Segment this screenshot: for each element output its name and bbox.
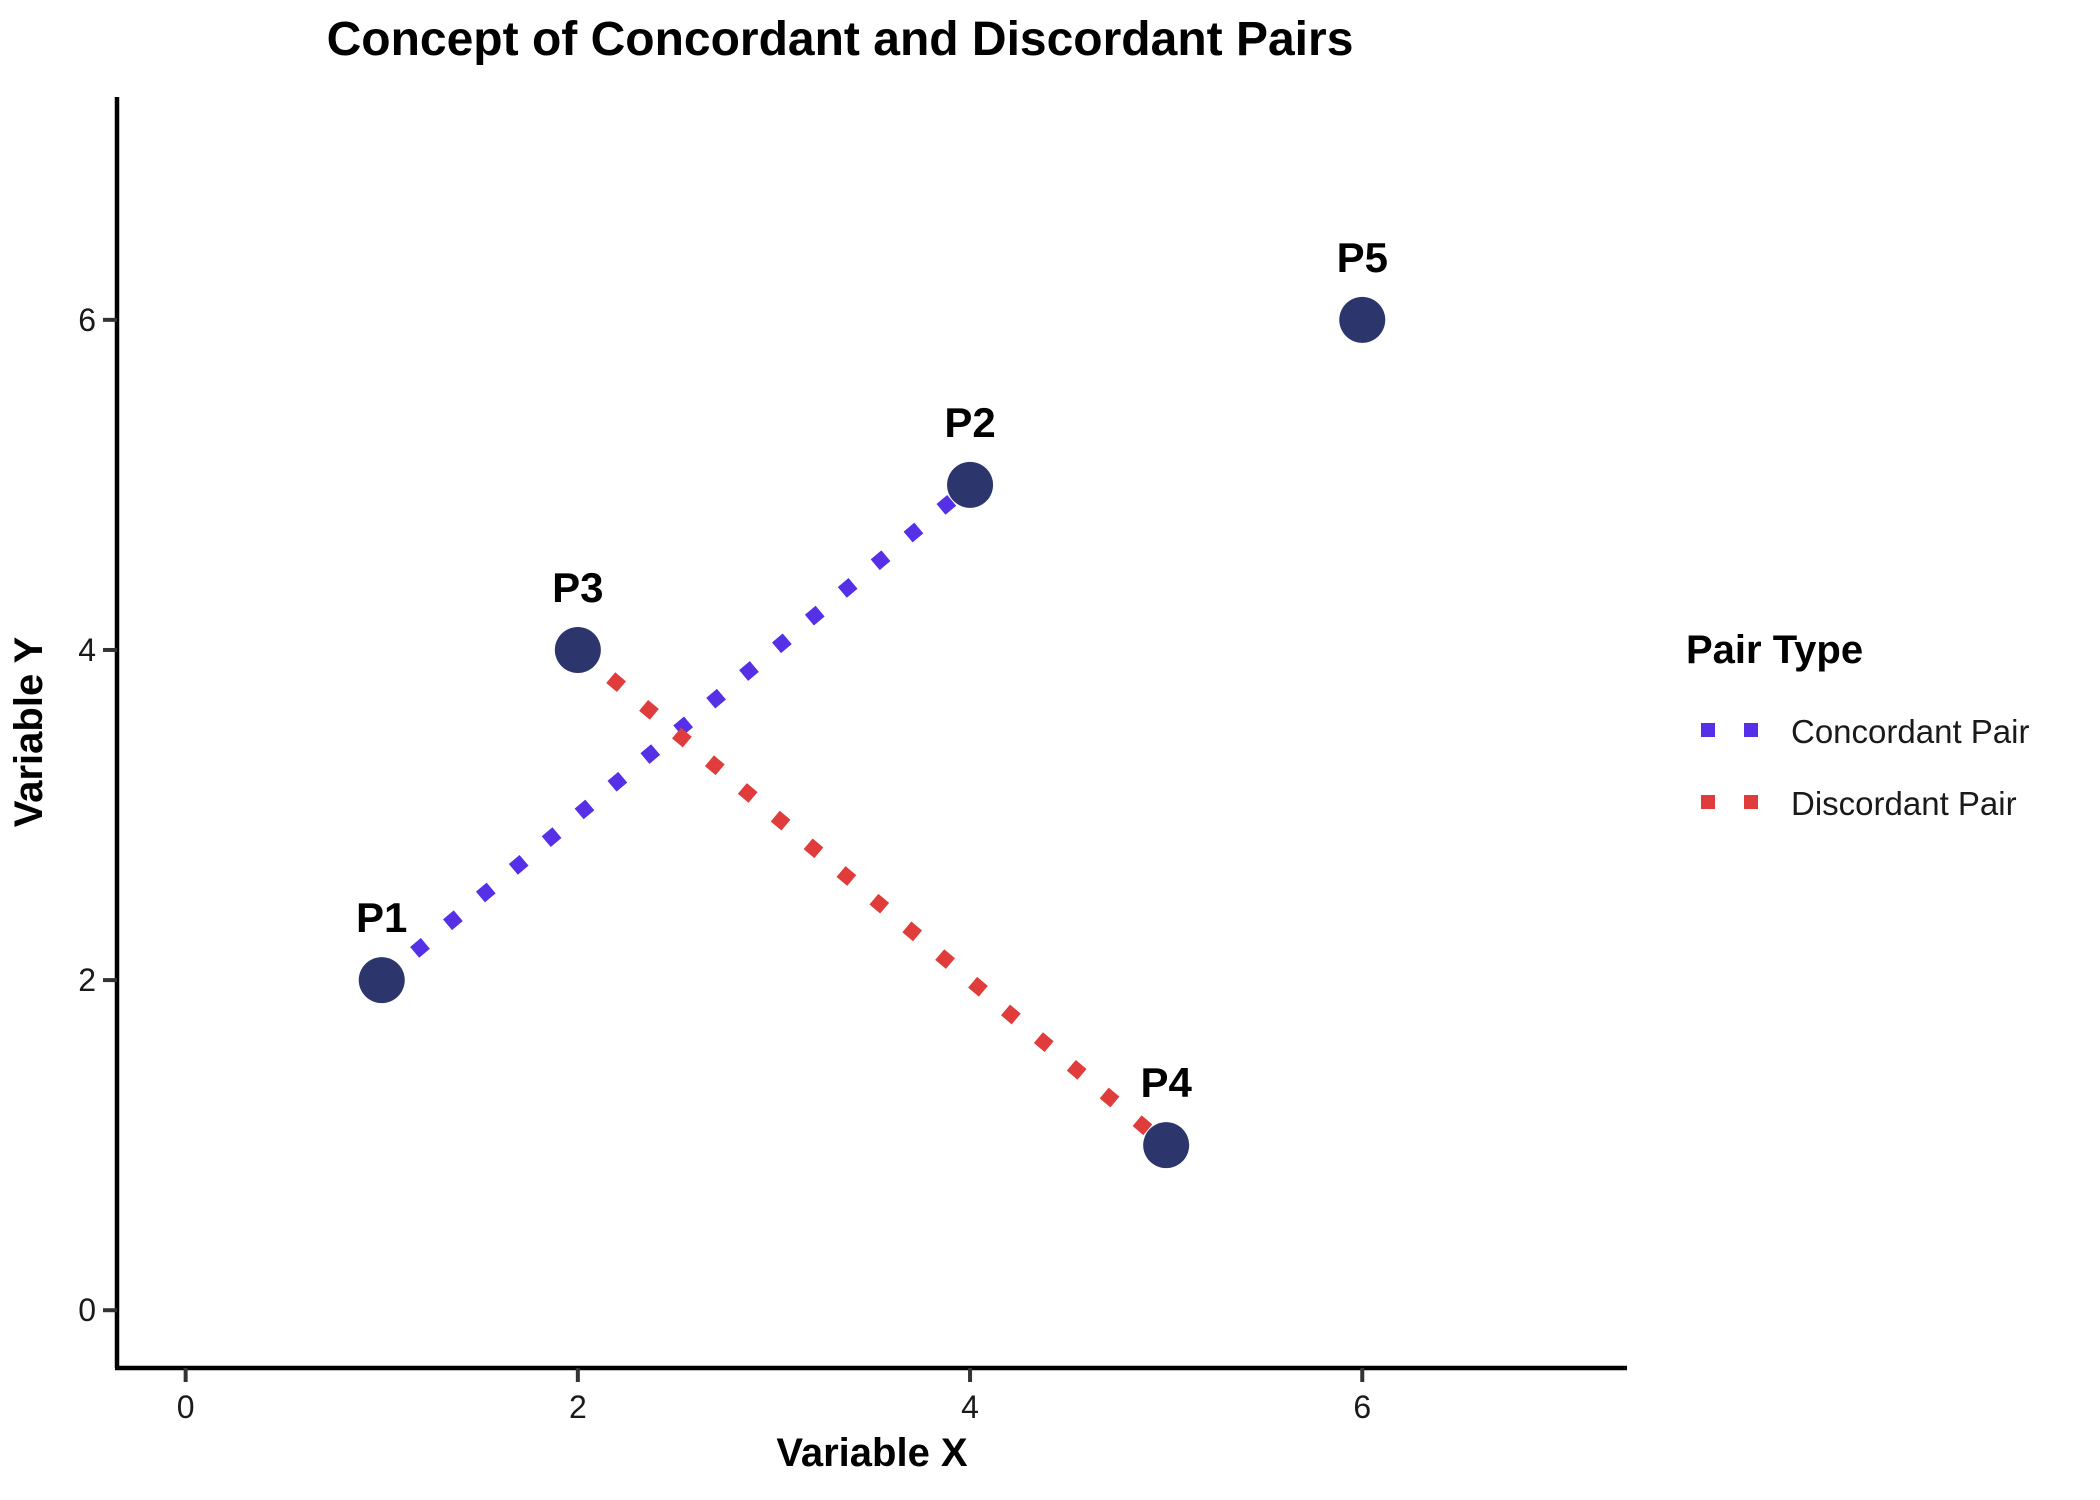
y-axis-ticks: 0 2 4 6 (78, 302, 117, 1328)
x-tick-label: 6 (1353, 1389, 1371, 1425)
y-tick-label: 6 (78, 302, 96, 338)
x-tick-label: 4 (961, 1389, 979, 1425)
discordant-key-dot-icon (1701, 795, 1715, 809)
data-point-P4 (1143, 1122, 1190, 1169)
y-axis: 0 2 4 6 Variable Y (7, 97, 120, 1368)
x-tick-label: 2 (569, 1389, 587, 1425)
data-point-P5 (1339, 296, 1386, 343)
legend-label-concordant: Concordant Pair (1791, 713, 2029, 750)
point-label-P1: P1 (356, 894, 407, 941)
pair-segments (377, 479, 1171, 1151)
data-point-P3 (554, 626, 601, 673)
data-point-P1 (358, 957, 405, 1004)
discordant-key-dot-icon (1744, 795, 1758, 809)
concordant-key-dot-icon (1744, 723, 1758, 737)
y-tick-label: 0 (78, 1292, 96, 1328)
x-tick-label: 0 (177, 1389, 195, 1425)
x-axis-title: Variable X (776, 1431, 968, 1475)
y-tick-label: 4 (78, 632, 96, 668)
point-label-P2: P2 (944, 399, 995, 446)
point-label-P5: P5 (1337, 234, 1388, 281)
x-axis: 0 2 4 6 Variable X (115, 1365, 1627, 1475)
data-point-P2 (947, 461, 994, 508)
y-tick-label: 2 (78, 962, 96, 998)
point-labels: P1 P2 P3 P4 P5 (356, 234, 1388, 1106)
legend-entry-concordant: Concordant Pair (1701, 713, 2029, 750)
data-points (358, 296, 1386, 1169)
point-label-P4: P4 (1140, 1059, 1192, 1106)
concordant-key-dot-icon (1701, 723, 1715, 737)
point-label-P3: P3 (552, 564, 603, 611)
legend-entry-discordant: Discordant Pair (1701, 785, 2017, 822)
legend: Pair Type Concordant Pair Discordant Pai… (1686, 628, 2029, 822)
y-axis-title: Variable Y (7, 636, 51, 827)
legend-title: Pair Type (1686, 628, 1863, 672)
legend-label-discordant: Discordant Pair (1791, 785, 2017, 822)
x-axis-ticks: 0 2 4 6 (177, 1368, 1371, 1425)
discordant-pair-line (573, 644, 1171, 1151)
chart-title: Concept of Concordant and Discordant Pai… (327, 13, 1354, 66)
